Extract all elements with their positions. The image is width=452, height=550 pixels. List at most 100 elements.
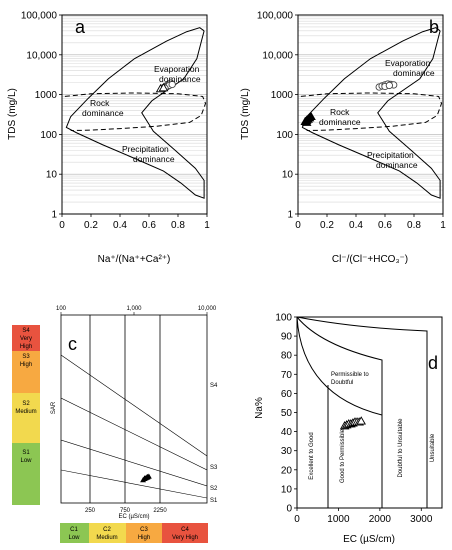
class-dividers-c (89, 315, 161, 503)
c2-box (89, 523, 126, 543)
plot-frame-a (61, 14, 208, 215)
y-tick-label: 100 (276, 130, 293, 141)
label-excellent-d: Excellent to Good (309, 432, 315, 479)
boundary-dashed-a (64, 92, 207, 132)
label-rock-a1: Rock (90, 98, 110, 108)
label-permissible-d1: Permissible to (331, 372, 369, 378)
y-tick-label: 100,000 (21, 11, 58, 22)
y-tick-label: 90 (281, 332, 293, 343)
label-evaporation-b2: dominance (393, 68, 435, 78)
x-ticks-a: 0 0.2 0.4 0.6 0.8 1 (59, 214, 210, 231)
y-tick-label: 1000 (35, 90, 58, 101)
x-ticks-b: 0 0.2 0.4 0.6 0.8 1 (295, 214, 446, 231)
s3-line-label: S3 (210, 465, 218, 471)
x-tick-label: 0.6 (142, 220, 156, 231)
s1-line-label: S1 (210, 498, 218, 504)
panel-label-c: c (68, 334, 77, 354)
top-tick-label: 100 (56, 306, 67, 312)
label-evaporation-a2: dominance (159, 74, 201, 84)
boundary-solid-b (301, 27, 441, 199)
data-point-triangle (158, 82, 169, 92)
c1-word: Low (68, 535, 80, 541)
s4-word1: Very (20, 336, 32, 342)
bottom-tick-label: 750 (120, 508, 131, 514)
s4-code: S4 (22, 328, 30, 334)
s2-box (12, 393, 40, 443)
y-ticks-d: 0 10 20 30 40 50 60 70 80 90 100 (275, 313, 297, 515)
panel-d-wilcox-na: 0 1000 2000 3000 0 10 20 30 40 50 60 70 80 90 100 d N… (254, 313, 443, 545)
label-precip-b1: Precipitation (367, 150, 414, 160)
c4-code: C4 (181, 527, 189, 533)
grid-a (62, 16, 207, 203)
top-tick-label: 10,000 (198, 306, 217, 312)
y-tick-label: 30 (281, 446, 293, 457)
x-tick-label: 0 (295, 220, 301, 231)
y-axis-title-c: SAR (51, 401, 57, 414)
label-unsuitable-d: Unsuitable (430, 433, 436, 462)
panel-label-d: d (428, 353, 438, 373)
x-axis-title-a: Na⁺/(Na⁺+Ca²⁺) (98, 254, 171, 265)
x-tick-label: 2000 (369, 514, 392, 525)
y-tick-label: 1 (287, 210, 293, 221)
bottom-tick-label: 250 (85, 508, 96, 514)
label-doubtful-d: Doubtful to Unsuitable (398, 418, 404, 478)
label-rock-b1: Rock (330, 107, 350, 117)
plot-frame-b (297, 14, 444, 215)
c1-code: C1 (70, 527, 78, 533)
y-ticks-b: 1 10 100 1000 10,000 100,000 (257, 11, 298, 221)
y-tick-label: 10,000 (26, 50, 57, 61)
x-tick-label: 0.8 (407, 220, 421, 231)
s2-line-label: S2 (210, 486, 218, 492)
s4-line-label: S4 (210, 383, 218, 389)
points-b (300, 80, 398, 126)
top-ticks-c: 100 1,000 10,000 (56, 306, 217, 315)
data-point-circle (168, 80, 176, 89)
s3-word1: High (20, 362, 32, 368)
data-point-triangle (306, 111, 316, 121)
x-axis-title-d: EC (µS/cm) (343, 534, 395, 545)
y-tick-label: 10 (281, 484, 293, 495)
y-axis-title-d: Na% (254, 397, 265, 419)
panel-label-b: b (429, 17, 439, 37)
y-tick-label: 70 (281, 370, 293, 381)
label-rock-a2: dominance (82, 108, 124, 118)
y-tick-label: 20 (281, 465, 293, 476)
c-class-legend: C1 Low C2 Medium C3 High C4 Very High (60, 523, 208, 543)
s3-box (12, 351, 40, 393)
y-tick-label: 100,000 (257, 11, 294, 22)
y-tick-label: 80 (281, 351, 293, 362)
panel-c-wilcox-sar: S4 Very High S3 High S2 Medium S1 Low C1… (12, 306, 218, 543)
bottom-ticks-c: 250 750 2250 (85, 508, 167, 514)
c3-word: High (138, 535, 150, 541)
label-rock-b2: dominance (319, 117, 361, 127)
label-precip-a1: Precipitation (122, 144, 169, 154)
panel-b-gibbs-anion: 0 0.2 0.4 0.6 0.8 1 1 10 100 1000 10,000 100,000 b… (240, 11, 446, 266)
bottom-tick-label: 2250 (153, 508, 167, 514)
x-tick-label: 1 (204, 220, 210, 231)
boundary-dashed-b (300, 92, 443, 132)
label-evaporation-b1: Evaporation (385, 58, 431, 68)
c1-box (60, 523, 89, 543)
data-point (145, 473, 152, 479)
data-point-triangle (301, 117, 312, 126)
s2-code: S2 (22, 401, 30, 407)
y-tick-label: 0 (286, 504, 292, 515)
grid-b (298, 16, 443, 203)
data-point-circle (385, 81, 393, 90)
y-tick-label: 10 (282, 170, 294, 181)
x-tick-label: 1 (440, 220, 446, 231)
s1-word1: Low (20, 458, 32, 464)
data-point-triangle (356, 416, 366, 425)
curve-d-bottom (296, 316, 383, 416)
x-tick-label: 0.4 (113, 220, 127, 231)
y-tick-label: 10 (46, 170, 58, 181)
c4-word: Very High (172, 535, 198, 541)
y-tick-label: 100 (40, 130, 57, 141)
s1-code: S1 (22, 450, 30, 456)
y-tick-label: 50 (281, 408, 293, 419)
s4-box (12, 325, 40, 351)
label-permissible-d2: Doubtful (331, 380, 353, 386)
x-axis-title-c: EC (µS/cm) (118, 514, 149, 520)
x-tick-label: 0.2 (84, 220, 98, 231)
